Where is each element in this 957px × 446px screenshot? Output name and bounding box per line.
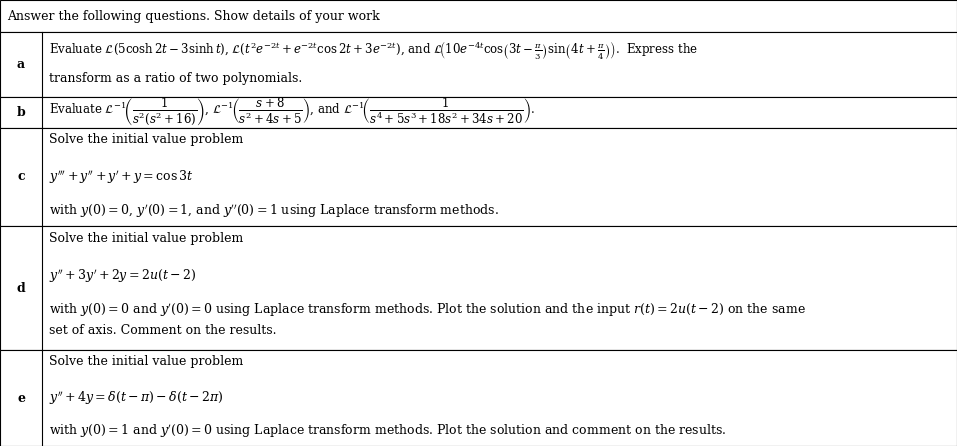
Bar bbox=[0, 128, 957, 226]
Text: $y''' + y'' + y' + y = \cos 3t$: $y''' + y'' + y' + y = \cos 3t$ bbox=[49, 168, 193, 186]
Text: d: d bbox=[16, 282, 26, 295]
Text: transform as a ratio of two polynomials.: transform as a ratio of two polynomials. bbox=[49, 72, 302, 85]
Text: Solve the initial value problem: Solve the initial value problem bbox=[49, 232, 243, 245]
Bar bbox=[0, 350, 957, 446]
Text: $y'' + 4y = \delta(t - \pi) - \delta(t - 2\pi)$: $y'' + 4y = \delta(t - \pi) - \delta(t -… bbox=[49, 389, 223, 407]
Text: e: e bbox=[17, 392, 25, 405]
Text: with $y(0) = 0$ and $y'(0) = 0$ using Laplace transform methods. Plot the soluti: with $y(0) = 0$ and $y'(0) = 0$ using La… bbox=[49, 302, 806, 319]
Text: $y'' + 3y' + 2y = 2u(t - 2)$: $y'' + 3y' + 2y = 2u(t - 2)$ bbox=[49, 267, 196, 285]
Bar bbox=[0, 0, 957, 32]
Text: c: c bbox=[17, 170, 25, 183]
Bar bbox=[0, 97, 957, 128]
Text: Solve the initial value problem: Solve the initial value problem bbox=[49, 355, 243, 368]
Text: with $y(0) = 0$, $y'(0) = 1$, and $y''(0) = 1$ using Laplace transform methods.: with $y(0) = 0$, $y'(0) = 1$, and $y''(0… bbox=[49, 202, 499, 220]
Text: b: b bbox=[16, 106, 26, 119]
Text: Evaluate $\mathcal{L}^{-1}\!\left(\dfrac{1}{s^2(s^2+16)}\right)$, $\mathcal{L}^{: Evaluate $\mathcal{L}^{-1}\!\left(\dfrac… bbox=[49, 97, 535, 128]
Text: Solve the initial value problem: Solve the initial value problem bbox=[49, 133, 243, 146]
Text: with $y(0) = 1$ and $y'(0) = 0$ using Laplace transform methods. Plot the soluti: with $y(0) = 1$ and $y'(0) = 0$ using La… bbox=[49, 423, 726, 440]
Text: set of axis. Comment on the results.: set of axis. Comment on the results. bbox=[49, 324, 277, 337]
Text: Evaluate $\mathcal{L}(5\cosh 2t - 3\sinh t)$, $\mathcal{L}(t^2 e^{-2t} + e^{-2t}: Evaluate $\mathcal{L}(5\cosh 2t - 3\sinh… bbox=[49, 39, 698, 61]
Text: a: a bbox=[17, 58, 25, 71]
Text: Answer the following questions. Show details of your work: Answer the following questions. Show det… bbox=[7, 9, 379, 23]
Bar bbox=[0, 226, 957, 350]
Bar bbox=[0, 32, 957, 97]
